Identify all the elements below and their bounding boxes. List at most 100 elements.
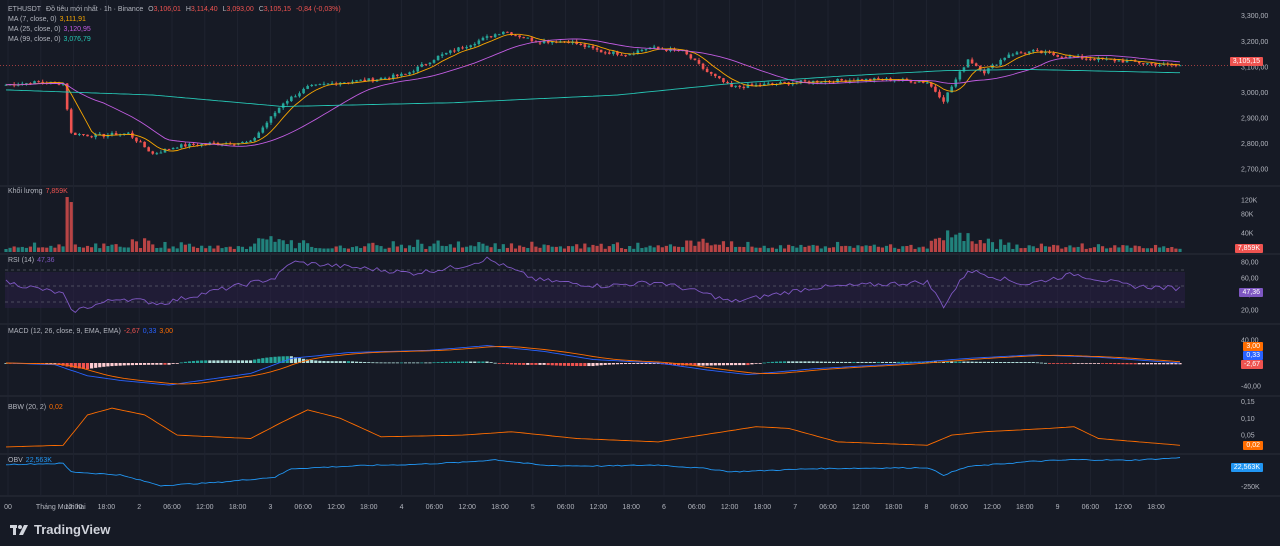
volume-bar <box>644 247 648 252</box>
volume-bar <box>1174 248 1178 252</box>
macd-hist-bar <box>717 363 721 366</box>
macd-hist-bar <box>725 363 730 366</box>
volume-layer <box>4 197 1182 252</box>
volume-bar <box>4 249 8 252</box>
volume-bar <box>734 246 738 252</box>
volume-bar <box>505 247 509 252</box>
candle-body <box>974 63 978 66</box>
volume-bar <box>497 248 501 252</box>
macd-hist-bar <box>200 360 204 363</box>
volume-bar <box>293 248 298 252</box>
macd-line-tag: 0,33 <box>1243 351 1263 360</box>
volume-bar <box>575 244 579 252</box>
ma99-line <box>5 68 1180 107</box>
volume-bar <box>534 246 538 252</box>
ma7-label[interactable]: MA (7, close, 0) 3,111,91 <box>8 16 89 23</box>
macd-hist-bar <box>114 363 118 366</box>
macd-hist-bar <box>244 360 249 363</box>
ohlc-o-key: O <box>148 6 154 13</box>
candle-body <box>200 143 203 146</box>
volume-bar <box>526 248 530 252</box>
macd-hist-bar <box>460 361 465 363</box>
macd-hist-bar <box>990 361 995 363</box>
bbw-label[interactable]: BBW (20, 2) 0,02 <box>8 404 66 411</box>
volume-bar <box>1043 246 1048 252</box>
time-tick-label: 4 <box>400 504 404 511</box>
macd-hist-bar <box>412 362 416 364</box>
volume-bar <box>1015 244 1019 252</box>
volume-bar <box>693 245 697 252</box>
rsi-label[interactable]: RSI (14) 47,36 <box>8 257 58 264</box>
obv-label[interactable]: OBV 22,563K <box>8 457 55 464</box>
volume-bar <box>407 245 412 252</box>
volume-bar <box>322 248 326 252</box>
macd-hist-bar <box>693 363 697 366</box>
volume-bar <box>65 197 69 252</box>
volume-bar <box>925 248 929 252</box>
volume-bar <box>179 242 183 252</box>
volume-bar <box>306 243 310 252</box>
candle-body <box>819 82 823 84</box>
volume-bar <box>819 248 823 252</box>
macd-hist-bar <box>734 363 738 366</box>
tradingview-brand[interactable]: TradingView <box>10 522 110 537</box>
volume-bar <box>155 247 159 252</box>
volume-bar <box>465 246 469 252</box>
candle-body <box>1137 61 1141 64</box>
candle-body <box>701 63 705 69</box>
volume-bar <box>24 247 28 252</box>
macd-hist-bar <box>860 361 864 363</box>
volume-bar <box>134 241 139 252</box>
candle-body <box>718 76 721 79</box>
volume-bar <box>1027 245 1031 252</box>
ma99-label[interactable]: MA (99, close, 0) 3,076,79 <box>8 36 94 43</box>
ma25-label[interactable]: MA (25, close, 0) 3,120,95 <box>8 26 94 33</box>
macd-hist-bar <box>1137 363 1141 365</box>
macd-hist-bar <box>1149 363 1154 365</box>
volume-bar <box>216 245 220 252</box>
time-tick-label: 12:00 <box>65 504 83 511</box>
macd-hist-bar <box>257 358 261 363</box>
macd-hist-bar <box>367 362 371 363</box>
candle-body <box>37 81 40 83</box>
candle-body <box>310 85 314 87</box>
volume-bar <box>261 238 265 252</box>
volume-bar <box>571 246 575 252</box>
macd-hist-bar <box>530 363 534 365</box>
macd-hist-bar <box>159 363 163 365</box>
macd-hist-bar <box>864 361 868 363</box>
volume-bar <box>844 245 848 252</box>
volume-bar <box>342 248 346 252</box>
volume-bar <box>8 247 12 252</box>
volume-bar <box>807 245 811 252</box>
volume-bar <box>636 242 640 252</box>
volume-label[interactable]: Khối lượng 7,859K <box>8 188 71 195</box>
volume-bar <box>974 243 978 252</box>
candle-body <box>1072 56 1076 58</box>
candle-body <box>1146 63 1149 65</box>
macd-hist-bar <box>542 363 546 365</box>
macd-hist-bar <box>310 360 314 363</box>
macd-hist-bar <box>758 363 762 364</box>
macd-hist-bar <box>893 361 897 363</box>
candle-body <box>575 41 578 44</box>
volume-bar <box>485 245 489 252</box>
time-tick-label: 00 <box>4 504 12 511</box>
macd-hist-bar <box>884 361 889 363</box>
volume-bar <box>420 243 424 252</box>
bbw-tick-label: 0,05 <box>1241 433 1255 440</box>
macd-hist-bar <box>179 362 183 364</box>
candle-body <box>746 84 750 88</box>
macd-hist-bar <box>322 361 326 363</box>
volume-bar <box>729 241 734 252</box>
volume-bar <box>986 238 991 252</box>
macd-hist-bar <box>102 363 106 367</box>
volume-bar <box>448 244 452 252</box>
macd-label[interactable]: MACD (12, 26, close, 9, EMA, EMA) -2,67 0,… <box>8 328 176 335</box>
macd-hist-bar <box>815 361 819 363</box>
time-tick-label: 12:00 <box>983 504 1001 511</box>
candle-body <box>469 45 473 48</box>
candle-body <box>159 152 163 154</box>
macd-hist-bar <box>147 363 151 365</box>
